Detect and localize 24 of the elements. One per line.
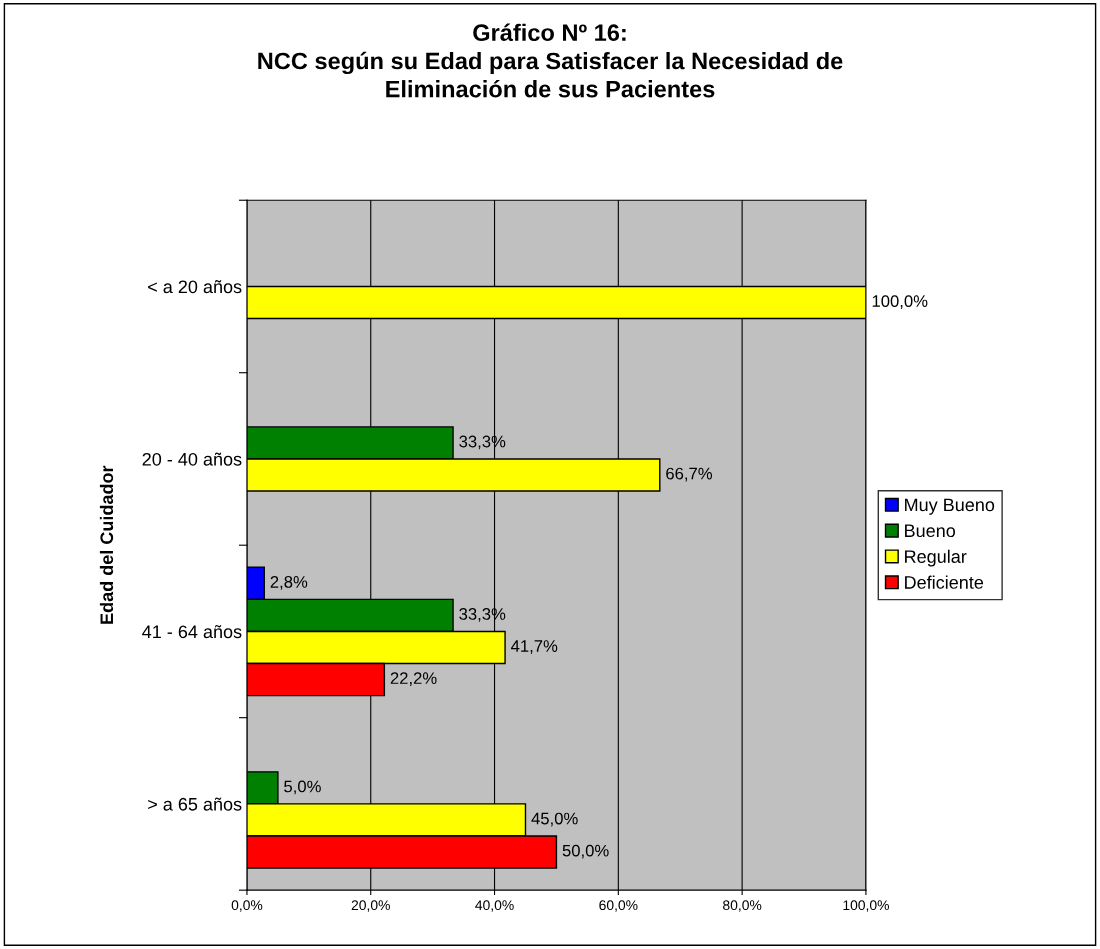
data-label: 50,0% [562, 844, 609, 859]
legend-label: Deficiente [905, 575, 984, 589]
chart-title: Gráfico Nº 16: NCC según su Edad para Satisfacer la Necesidad de Eliminación de sus Pacientes [258, 23, 843, 98]
data-label: 5,0% [284, 780, 321, 795]
y-tick-label: 41 - 64 años [142, 625, 242, 639]
data-label: 66,7% [666, 467, 713, 482]
x-tick-label: 100,0% [843, 900, 889, 912]
x-tick-label: 40,0% [475, 900, 514, 912]
legend-label: Muy Bueno [905, 498, 995, 515]
x-tick-label: 20,0% [351, 900, 390, 912]
x-tick-label: 60,0% [599, 900, 638, 912]
legend-label: Regular [905, 549, 967, 567]
data-label: 100,0% [872, 295, 928, 309]
y-axis-title: Edad del Cuidador [99, 465, 114, 624]
data-label: 2,8% [270, 575, 308, 590]
y-tick-label: > a 65 años [148, 797, 242, 811]
data-label: 22,2% [390, 672, 437, 687]
x-tick-label: 80,0% [723, 900, 762, 912]
y-tick-label: 20 - 40 años [142, 452, 242, 466]
x-tick-label: 0,0% [231, 900, 263, 912]
y-tick-label: < a 20 años [148, 280, 242, 294]
legend-label: Bueno [905, 524, 956, 538]
data-label: 45,0% [531, 812, 578, 827]
data-label: 41,7% [511, 640, 558, 654]
